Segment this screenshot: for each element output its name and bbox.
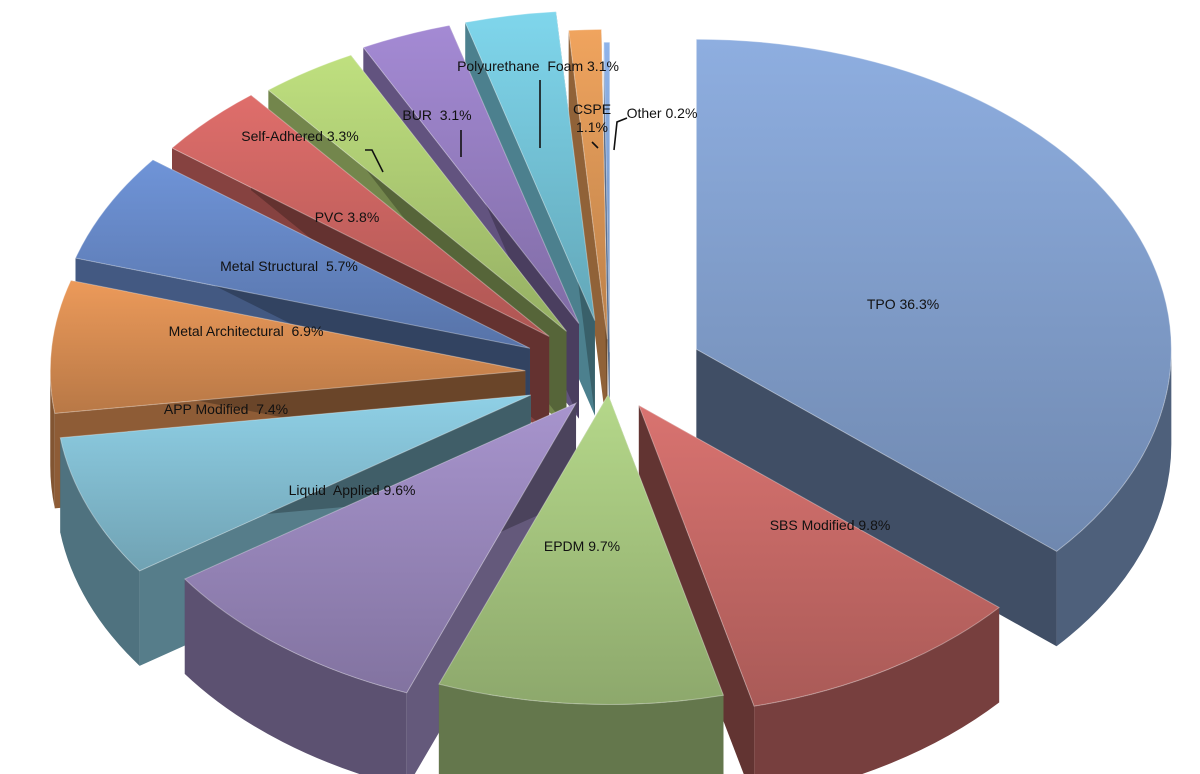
data-label-polyurethane-foam: Polyurethane Foam 3.1% — [457, 58, 619, 74]
leader-line-cspe — [591, 141, 599, 149]
pie-slice-sbs-modified — [637, 404, 1001, 707]
pie-slice-metal-architectural — [49, 279, 526, 414]
pie-slice-tpo — [695, 38, 1172, 552]
slice-side-cspe — [568, 30, 608, 435]
data-label-pvc: PVC 3.8% — [315, 209, 380, 225]
data-label-other: Other 0.2% — [627, 105, 698, 121]
data-label-cspe: CSPE 1.1% — [573, 101, 611, 135]
data-label-epdm: EPDM 9.7% — [544, 538, 620, 554]
slice-wall-metal-architectural — [50, 370, 55, 509]
leader-lines — [365, 80, 628, 173]
slice-side-other — [603, 42, 610, 448]
leader-line-other — [613, 117, 628, 151]
leader-line-self-adhered — [365, 149, 384, 173]
data-label-tpo: TPO 36.3% — [867, 296, 939, 312]
pie-slice-polyurethane-foam — [464, 11, 596, 321]
data-label-self-adhered: Self-Adhered 3.3% — [241, 128, 359, 144]
slice-wall-liquid-applied — [184, 578, 407, 774]
data-label-metal-architectural: Metal Architectural 6.9% — [169, 323, 324, 339]
data-label-metal-structural: Metal Structural 5.7% — [220, 258, 358, 274]
pie-slice-tops — [49, 11, 1172, 707]
slice-wall-epdm — [438, 684, 724, 774]
slice-wall-app-modified — [60, 437, 140, 666]
slice-side-tpo — [696, 349, 1057, 647]
slice-wall-tpo — [1056, 349, 1172, 647]
data-labels: TPO 36.3% SBS Modified 9.8% EPDM 9.7% Liqui… — [164, 58, 939, 554]
pie-slice-app-modified — [59, 394, 531, 572]
slice-wall-sbs-modified — [754, 607, 1000, 774]
pie-slice-pvc — [171, 94, 550, 337]
slice-side-sbs-modified — [638, 405, 755, 774]
pie-slice-self-adhered — [267, 54, 567, 332]
pie-slice-liquid-applied — [183, 402, 578, 694]
data-label-liquid-applied: Liquid Applied 9.6% — [289, 482, 416, 498]
data-label-sbs-modified: SBS Modified 9.8% — [770, 517, 891, 533]
data-label-app-modified: APP Modified 7.4% — [164, 401, 288, 417]
pie-slice-cspe — [568, 28, 608, 340]
pie-slice-bur — [362, 24, 580, 324]
data-label-bur: BUR 3.1% — [402, 107, 471, 123]
pie-slice-epdm — [438, 393, 725, 705]
pie-slice-metal-structural — [74, 159, 531, 349]
pie-slice-other — [603, 41, 611, 353]
